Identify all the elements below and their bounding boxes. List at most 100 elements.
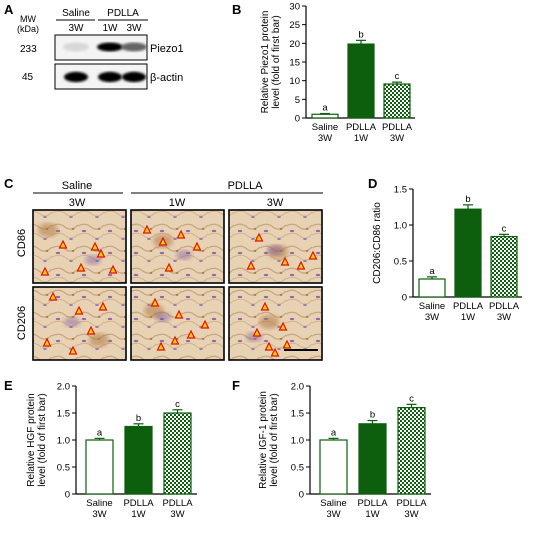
image-border bbox=[130, 286, 225, 361]
arrowhead-marker bbox=[176, 229, 186, 239]
y-axis-label: CD206:CD86 ratio bbox=[372, 202, 383, 284]
image-border bbox=[228, 286, 323, 361]
y-axis-label: Relative HGF protein bbox=[26, 393, 37, 486]
y-tick-label: 1.5 bbox=[291, 409, 304, 420]
bar bbox=[311, 113, 339, 119]
ihc-image-cd86-2 bbox=[228, 209, 323, 284]
arrowhead-marker bbox=[86, 325, 96, 335]
arrowhead-marker bbox=[308, 250, 318, 260]
arrowhead-marker bbox=[58, 239, 68, 249]
category-label: 1W bbox=[131, 509, 145, 520]
y-axis-label: Relative Piezo1 protein bbox=[260, 11, 271, 114]
category-label: PDLLA bbox=[346, 122, 377, 133]
y-axis-label: level (fold of first bar) bbox=[269, 393, 280, 486]
significance-label: b bbox=[370, 410, 375, 421]
arrowhead-marker bbox=[252, 327, 262, 337]
stain-blob bbox=[89, 333, 109, 347]
category-label: 3W bbox=[497, 312, 511, 323]
bar bbox=[124, 425, 153, 495]
ihc-row-label-cd86: CD86 bbox=[16, 229, 28, 257]
ihc-image-cd86-1 bbox=[130, 209, 225, 284]
arrowhead-marker bbox=[98, 301, 108, 311]
category-label: PDLLA bbox=[357, 498, 388, 509]
protein-label-piezo1: Piezo1 bbox=[150, 43, 184, 55]
mw-value-piezo1: 233 bbox=[20, 44, 37, 55]
arrowhead-marker bbox=[278, 321, 288, 331]
category-label: Saline bbox=[419, 301, 445, 312]
category-label: PDLLA bbox=[453, 301, 484, 312]
blot-band bbox=[98, 71, 122, 83]
mw-label-line1: MW bbox=[20, 14, 36, 24]
category-label: PDLLA bbox=[123, 498, 154, 509]
y-tick-label: 20 bbox=[289, 39, 300, 50]
arrowhead-marker bbox=[40, 266, 50, 276]
significance-label: a bbox=[97, 427, 103, 438]
panel-f: F 0 0.5 1.0 1.5 2.0 Relative IGF-1 protein lev… bbox=[232, 378, 431, 520]
y-tick-label: 1.5 bbox=[57, 409, 70, 420]
blot-band bbox=[63, 42, 89, 52]
bar bbox=[490, 235, 518, 298]
y-tick-label: 15 bbox=[289, 58, 300, 69]
significance-label: c bbox=[175, 399, 180, 410]
ihc-image-cd86-0 bbox=[32, 209, 127, 284]
arrowhead-marker bbox=[48, 291, 58, 301]
group-label-saline: Saline bbox=[62, 8, 90, 19]
panel-a: A MW (kDa) Saline PDLLA 3W 1W 3W 233 Pie… bbox=[4, 2, 184, 90]
nucleus-cluster bbox=[155, 312, 171, 322]
significance-label: a bbox=[322, 103, 328, 114]
arrowhead-marker bbox=[42, 337, 52, 347]
nucleus-cluster bbox=[267, 245, 283, 255]
ihc-sub-saline-3w: 3W bbox=[69, 197, 86, 209]
arrowhead-marker bbox=[156, 341, 166, 351]
y-tick-label: 5 bbox=[295, 95, 300, 106]
blot-bands-piezo1 bbox=[63, 42, 147, 52]
category-label: Saline bbox=[86, 498, 112, 509]
y-tick-label: 0.5 bbox=[291, 463, 304, 474]
arrowhead-marker bbox=[68, 345, 78, 355]
ihc-sub-pdlla-1w: 1W bbox=[169, 197, 186, 209]
arrowhead-marker bbox=[186, 329, 196, 339]
significance-label: c bbox=[409, 393, 414, 404]
significance-label: c bbox=[395, 71, 400, 82]
y-tick-label: 0 bbox=[295, 114, 300, 125]
arrowhead-marker bbox=[282, 339, 292, 349]
arrowhead-marker bbox=[192, 241, 202, 251]
bar bbox=[85, 439, 114, 495]
bar bbox=[418, 278, 446, 298]
arrowhead-marker bbox=[90, 241, 100, 251]
significance-label: b bbox=[136, 413, 141, 424]
image-border bbox=[32, 209, 127, 284]
y-tick-label: 0 bbox=[65, 490, 70, 501]
panel-letter-b: B bbox=[232, 2, 241, 17]
bar bbox=[454, 208, 482, 298]
ihc-image-cd206-2 bbox=[228, 286, 323, 361]
stain-blob bbox=[38, 223, 58, 237]
category-label: 3W bbox=[425, 312, 439, 323]
panel-letter-f: F bbox=[232, 378, 240, 393]
y-tick-label: 0.5 bbox=[394, 257, 407, 268]
y-tick-label: 2.0 bbox=[57, 382, 70, 393]
significance-label: c bbox=[502, 223, 507, 234]
y-tick-label: 1.0 bbox=[394, 221, 407, 232]
y-tick-label: 25 bbox=[289, 20, 300, 31]
arrowhead-marker bbox=[260, 301, 270, 311]
stain-blob bbox=[259, 315, 279, 329]
arrowhead-marker bbox=[170, 335, 180, 345]
group-label-pdlla: PDLLA bbox=[107, 8, 139, 19]
y-tick-label: 0 bbox=[402, 293, 407, 304]
lane-label-pdlla-3w: 3W bbox=[127, 23, 143, 34]
y-tick-label: 2.0 bbox=[291, 382, 304, 393]
category-label: Saline bbox=[312, 122, 338, 133]
arrowhead-marker bbox=[108, 264, 118, 274]
arrowhead-marker bbox=[158, 236, 168, 246]
category-label: 3W bbox=[326, 509, 340, 520]
ihc-image-cd206-0 bbox=[32, 286, 127, 361]
protein-label-actin: β-actin bbox=[150, 72, 183, 84]
category-label: 1W bbox=[365, 509, 379, 520]
significance-label: a bbox=[331, 427, 337, 438]
bar bbox=[319, 439, 348, 495]
y-axis-label: Relative IGF-1 protein bbox=[258, 391, 269, 489]
panel-e: E 0 0.5 1.0 1.5 2.0 Relative HGF protein level… bbox=[4, 378, 197, 520]
ihc-group-pdlla: PDLLA bbox=[228, 180, 264, 192]
